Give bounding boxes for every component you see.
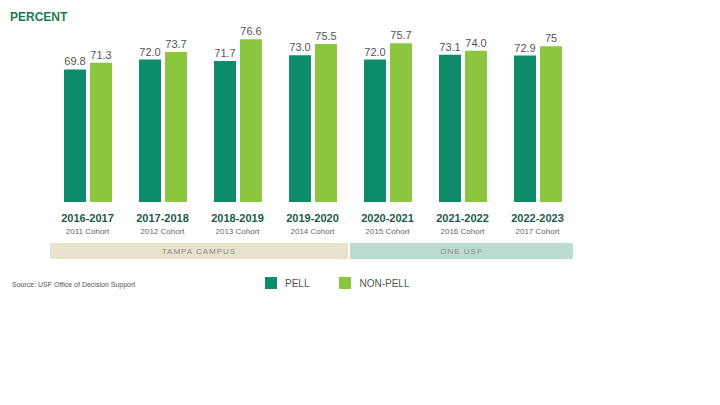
svg-text:72.0: 72.0 (139, 46, 160, 58)
svg-text:2020-2021: 2020-2021 (361, 212, 414, 224)
svg-text:2017-2018: 2017-2018 (136, 212, 189, 224)
svg-text:71.7: 71.7 (214, 47, 235, 59)
svg-text:2014 Cohort: 2014 Cohort (290, 227, 335, 236)
svg-text:2017 Cohort: 2017 Cohort (515, 227, 560, 236)
html-text:PELL: PELL (285, 277, 310, 289)
svg-text:75: 75 (545, 32, 557, 44)
svg-text:2022-2023: 2022-2023 (511, 212, 564, 224)
html-text:Source: USF Office of Decision: Source: USF Office of Decision Support (12, 281, 136, 288)
svg-text:73.1: 73.1 (439, 41, 460, 53)
html-text:ONE USF: ONE USF (440, 246, 483, 256)
svg-text:71.3: 71.3 (90, 49, 111, 61)
svg-text:73.0: 73.0 (289, 41, 310, 53)
svg-text:72.0: 72.0 (364, 46, 385, 58)
svg-text:2015 Cohort: 2015 Cohort (365, 227, 410, 236)
svg-text:72.9: 72.9 (514, 42, 535, 54)
svg-text:2016 Cohort: 2016 Cohort (440, 227, 485, 236)
svg-text:2013 Cohort: 2013 Cohort (215, 227, 260, 236)
svg-text:75.7: 75.7 (390, 29, 411, 41)
svg-text:76.6: 76.6 (240, 25, 261, 37)
svg-text:74.0: 74.0 (465, 37, 486, 49)
svg-text:2019-2020: 2019-2020 (286, 212, 339, 224)
html-text:NON-PELL: NON-PELL (359, 277, 410, 289)
svg-text:2012 Cohort: 2012 Cohort (140, 227, 185, 236)
svg-text:2018-2019: 2018-2019 (211, 212, 264, 224)
svg-text:69.8: 69.8 (64, 55, 85, 67)
svg-text:2016-2017: 2016-2017 (61, 212, 114, 224)
html-text:TAMPA CAMPUS: TAMPA CAMPUS (161, 246, 237, 256)
html-text:PERCENT: PERCENT (10, 10, 68, 24)
svg-text:75.5: 75.5 (315, 30, 336, 42)
svg-text:2021-2022: 2021-2022 (436, 212, 489, 224)
svg-text:73.7: 73.7 (165, 38, 186, 50)
svg-text:2011 Cohort: 2011 Cohort (66, 227, 110, 236)
